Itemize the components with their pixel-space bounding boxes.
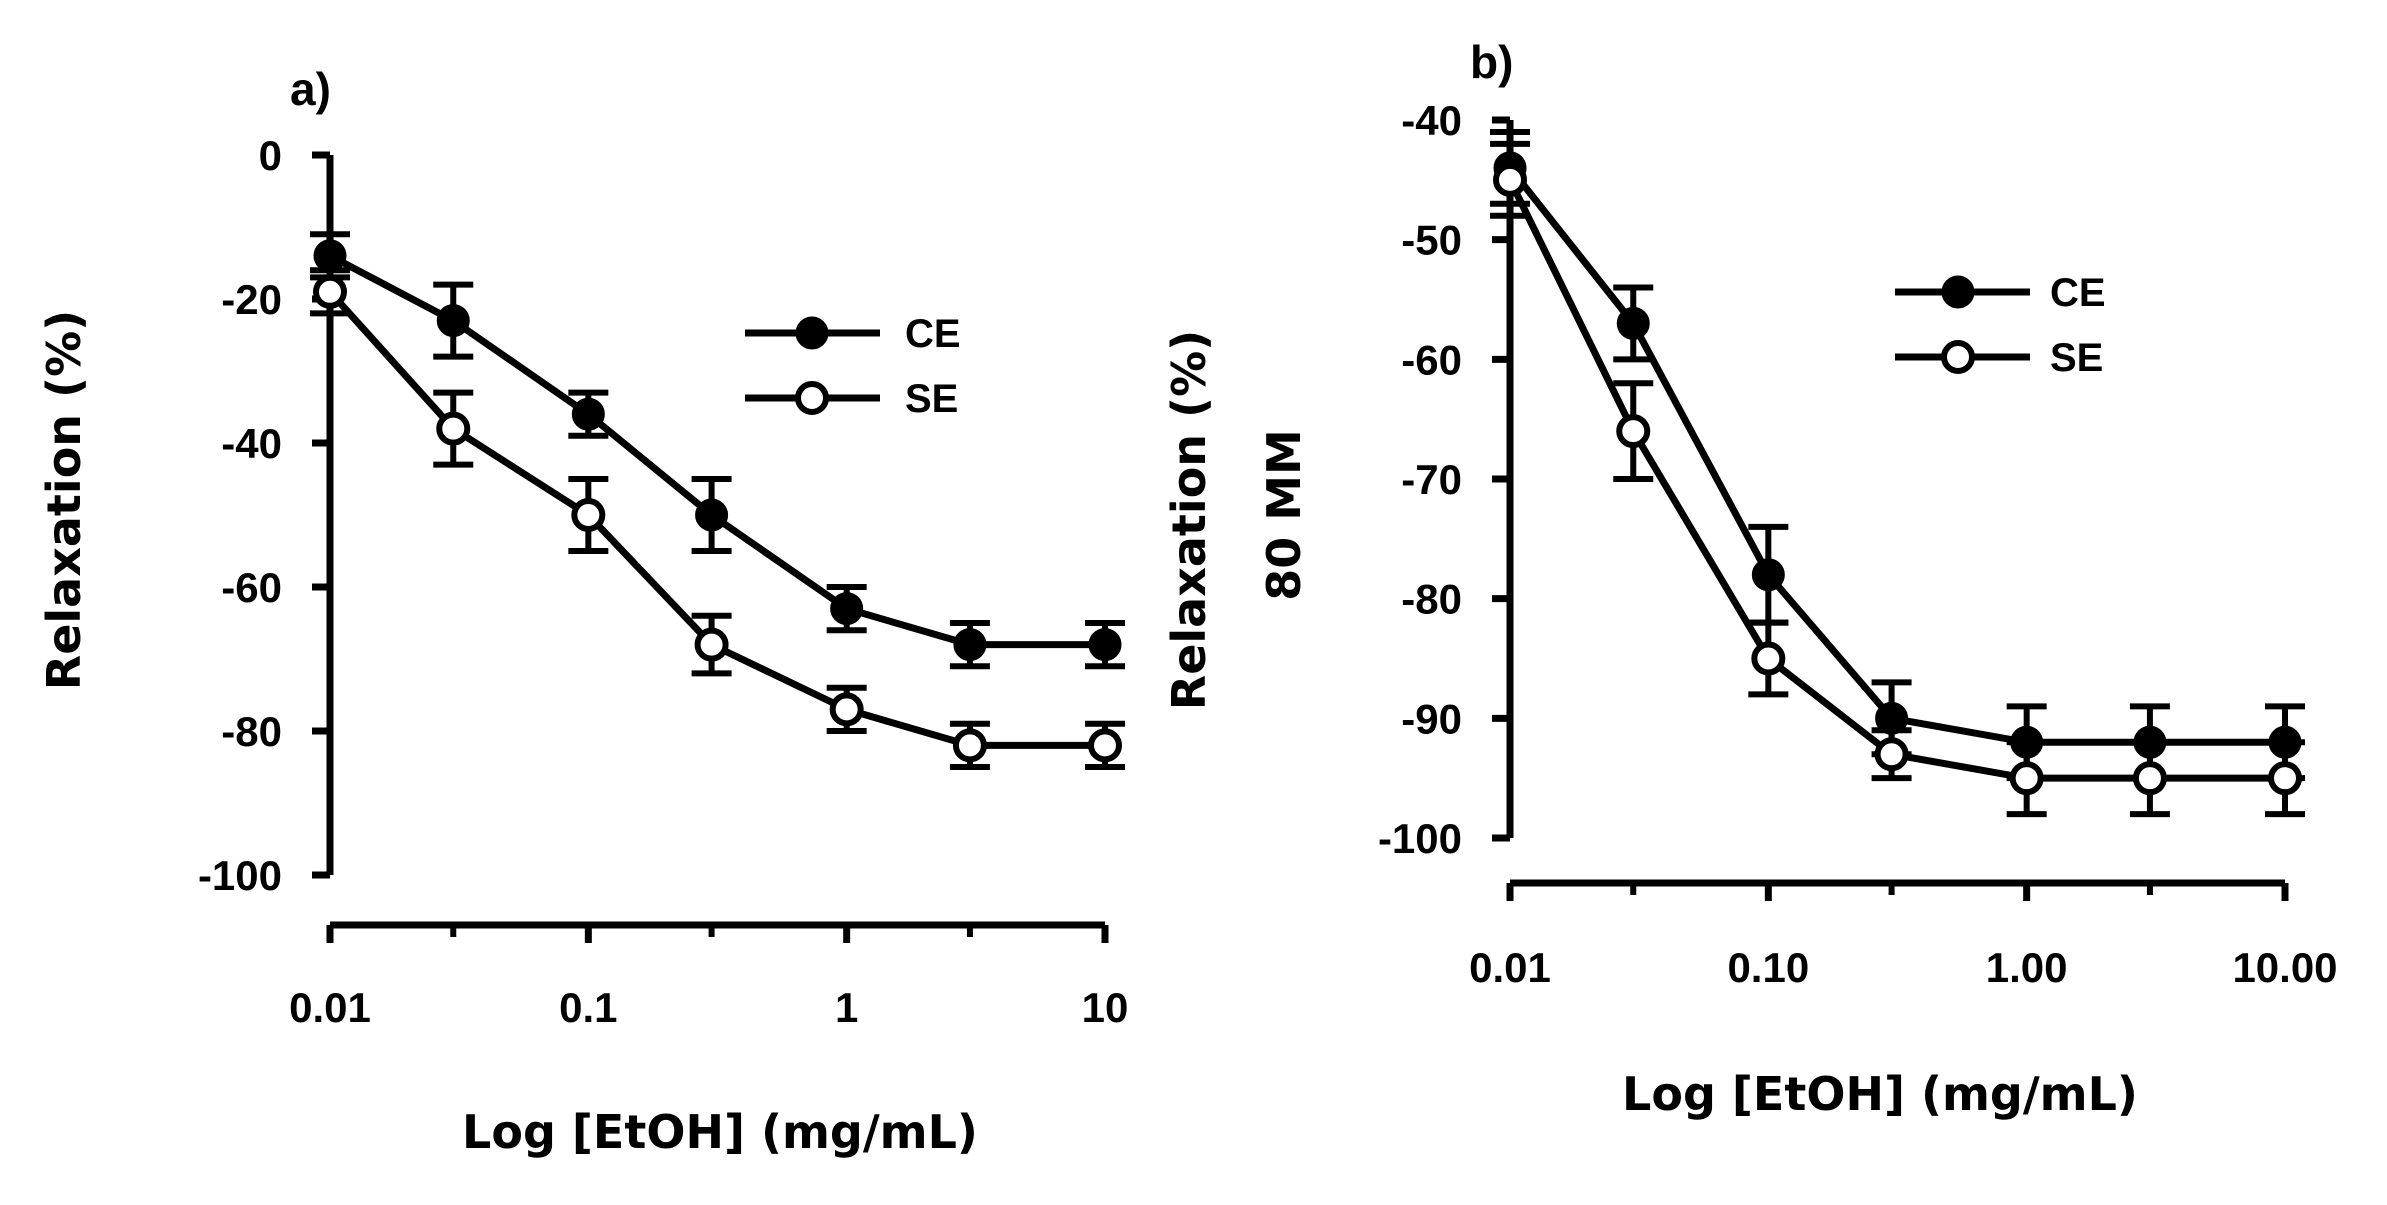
panel-a-y-tick-label: -80	[221, 708, 282, 755]
panel-b-y-tick-label: -80	[1401, 576, 1462, 623]
panel-a-series-ce-point	[953, 628, 987, 662]
panel-b-label: b)	[1470, 36, 1513, 88]
panel-a-series-se-point	[436, 411, 471, 446]
panel-b-legend-label-ce: CE	[2050, 271, 2106, 315]
panel-b-series-se-point	[1493, 162, 1527, 197]
panel-a-series-ce-point	[695, 498, 729, 532]
panel-b-y-tick-label: -40	[1401, 97, 1462, 144]
chart-panel-b: b) Relaxation (%) 80 MM Log [EtOH] (mg/m…	[1162, 36, 2338, 1121]
panel-b-x-tick-label: 0.01	[1469, 944, 1551, 991]
panel-b-y-tick-label: -60	[1401, 336, 1462, 383]
panel-a-series-ce-point	[436, 304, 470, 338]
panel-b-series-se-point	[2009, 761, 2044, 796]
panel-a-legend-label-se: SE	[905, 377, 958, 421]
panel-b-series-ce-point	[1875, 701, 1909, 735]
panel-b-legend: CE SE	[1895, 271, 2106, 380]
panel-a-legend-label-ce: CE	[905, 312, 961, 356]
panel-a-series-ce-point	[313, 239, 347, 273]
panel-b-legend-marker-ce	[1941, 275, 1975, 309]
panel-b-series-se-point	[1751, 641, 1786, 676]
panel-a-y-axis-title: Relaxation (%)	[37, 310, 91, 690]
panel-b-series-ce-point	[1751, 558, 1785, 592]
panel-a-y-tick-label: -40	[221, 420, 282, 467]
panel-b-series-ce-point	[2133, 725, 2167, 759]
panel-a-y-tick-label: -60	[221, 564, 282, 611]
panel-b-y-axis-title-line2: 80 MM	[1257, 429, 1311, 601]
panel-b-x-tick-label: 0.10	[1727, 944, 1809, 991]
panel-a-series-se-point	[571, 498, 606, 532]
panel-a-series-ce-point	[1088, 628, 1122, 662]
panel-a-legend-marker-ce	[795, 316, 829, 350]
panel-a-series-se-point	[952, 728, 987, 763]
panel-b-x-tick-label: 1.00	[1986, 944, 2068, 991]
panel-a-series-se-point	[829, 692, 864, 727]
panel-a-legend-marker-se	[795, 381, 829, 415]
panel-b-legend-label-se: SE	[2050, 336, 2103, 380]
panel-a-y-tick-label: -100	[198, 852, 282, 899]
panel-a-x-tick-label: 0.1	[559, 984, 617, 1031]
panel-b-x-axis-title: Log [EtOH] (mg/mL)	[1622, 1067, 2138, 1121]
panel-b-series-se-point	[2268, 761, 2302, 796]
chart-panel-a: a) Relaxation (%) Log [EtOH] (mg/mL) 0 -2…	[37, 63, 1128, 1159]
panel-b-x-tick-label: 10.00	[2232, 944, 2337, 991]
panel-a-series-se-point	[1088, 728, 1122, 763]
panel-a-series-se-point	[694, 627, 729, 662]
panel-b-legend-marker-se	[1941, 340, 1975, 374]
panel-a-legend: CE SE	[745, 312, 961, 421]
panel-b-series-se-point	[1616, 414, 1651, 449]
panel-b-y-axis-title: Relaxation (%)	[1162, 330, 1216, 710]
panel-a-x-axis-title: Log [EtOH] (mg/mL)	[462, 1105, 978, 1159]
panel-b-series-ce-point	[2010, 725, 2044, 759]
panel-b-y-tick-label: -50	[1401, 217, 1462, 264]
panel-a-series-se-point	[313, 274, 347, 309]
panel-a-x-tick-label: 0.01	[289, 984, 371, 1031]
panel-b-y-tick-label: -70	[1401, 456, 1462, 503]
panel-a-y-tick-label: 0	[259, 132, 282, 179]
panel-a-series-ce-point	[571, 397, 605, 431]
panel-a-series-ce-point	[830, 592, 864, 626]
panel-b-series-se-point	[2132, 761, 2167, 796]
panel-b-y-tick-label: -100	[1378, 815, 1462, 862]
panel-a-x-tick-label: 1	[835, 984, 858, 1031]
panel-a-label: a)	[290, 63, 331, 115]
panel-b-series-ce-line	[1507, 165, 2285, 746]
panel-b-series-se-point	[1874, 737, 1909, 772]
panel-b-series-ce-point	[1616, 306, 1650, 340]
panel-a-y-tick-label: -20	[221, 276, 282, 323]
panel-a-x-tick-label: 10	[1082, 984, 1129, 1031]
panel-b-y-tick-label: -90	[1401, 695, 1462, 742]
panel-b-series-ce-point	[2268, 725, 2302, 759]
